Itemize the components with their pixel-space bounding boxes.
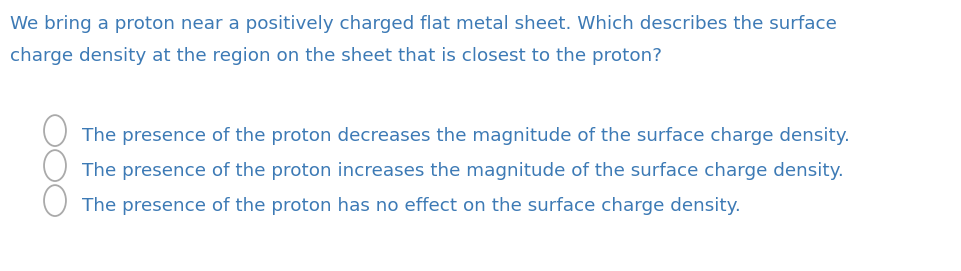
Text: charge density at the region on the sheet that is closest to the proton?: charge density at the region on the shee… (10, 47, 662, 65)
Text: The presence of the proton decreases the magnitude of the surface charge density: The presence of the proton decreases the… (82, 127, 850, 145)
Text: We bring a proton near a positively charged flat metal sheet. Which describes th: We bring a proton near a positively char… (10, 15, 837, 33)
Text: The presence of the proton has no effect on the surface charge density.: The presence of the proton has no effect… (82, 197, 741, 215)
Text: The presence of the proton increases the magnitude of the surface charge density: The presence of the proton increases the… (82, 162, 844, 180)
